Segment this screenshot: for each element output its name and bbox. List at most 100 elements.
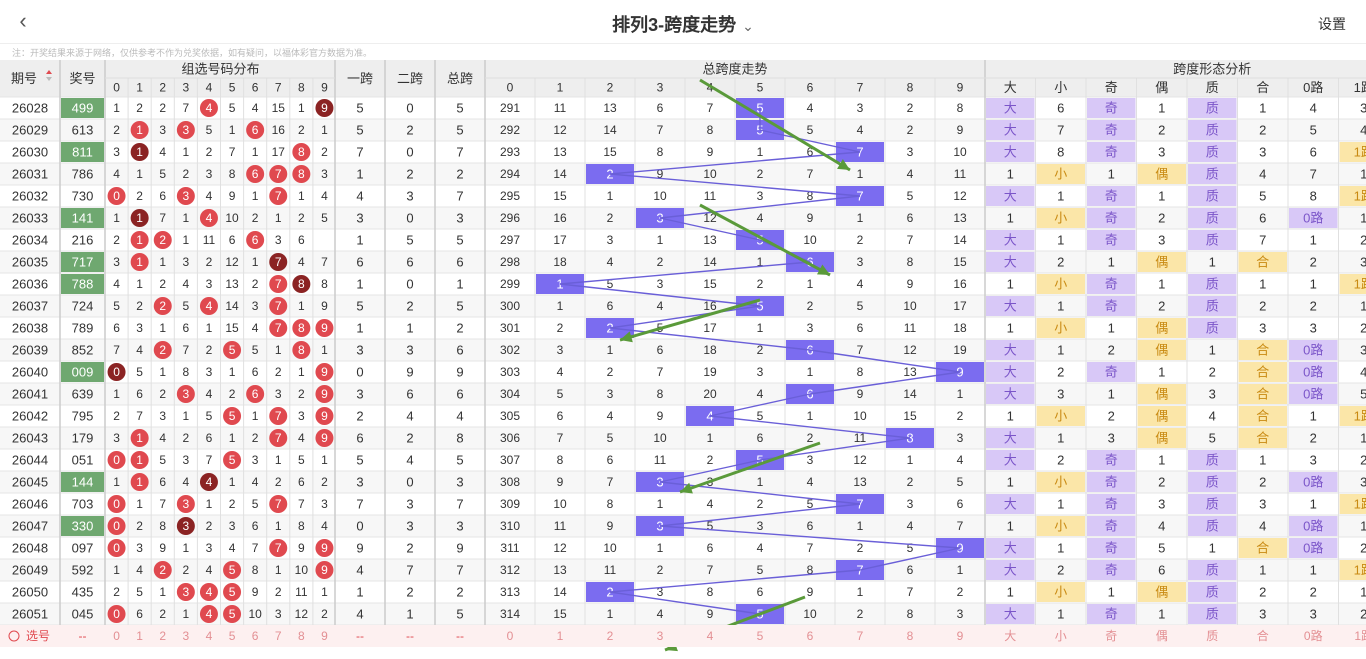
trend-miss-cell: 6 xyxy=(607,299,614,313)
ball-digit: 9 xyxy=(321,431,328,445)
ball-digit: 8 xyxy=(298,277,305,291)
dist-miss-cell: 2 xyxy=(229,497,236,511)
trend-digit-header: 3 xyxy=(657,81,664,95)
select-dist-cell[interactable]: 8 xyxy=(298,629,305,643)
trend-miss-cell: 15 xyxy=(603,145,617,159)
select-form-cell[interactable]: 大 xyxy=(1004,629,1016,643)
select-form-cell[interactable]: 小 xyxy=(1055,629,1067,643)
trend-miss-cell: 4 xyxy=(707,497,714,511)
select-trend-cell[interactable]: 9 xyxy=(957,629,964,643)
trend-miss-cell: 6 xyxy=(607,453,614,467)
trend-miss-cell: 13 xyxy=(603,101,617,115)
period-cell: 26030 xyxy=(12,145,48,160)
trend-miss-cell: 10 xyxy=(953,145,967,159)
select-form-cell[interactable]: 1路 xyxy=(1354,628,1366,643)
sort-arrow-down-icon[interactable] xyxy=(46,77,52,81)
select-trend-cell[interactable]: 3 xyxy=(657,629,664,643)
trend-miss-cell: 7 xyxy=(857,343,864,357)
select-trend-cell[interactable]: 0 xyxy=(507,629,514,643)
select-dist-cell[interactable]: 1 xyxy=(136,629,143,643)
form-cell: 奇 xyxy=(1105,519,1118,534)
dist-digit-header: 1 xyxy=(136,81,143,95)
span2-cell: 2 xyxy=(406,167,413,182)
select-form-cell[interactable]: 合 xyxy=(1257,628,1269,643)
trend-miss-cell: 11 xyxy=(704,189,717,203)
number-ball xyxy=(315,407,334,425)
trend-miss-cell: 12 xyxy=(703,211,717,225)
dist-miss-cell: 6 xyxy=(136,387,143,401)
form-cell: 7 xyxy=(1310,167,1317,182)
form-cell: 2 xyxy=(1360,541,1366,556)
dist-miss-cell: 2 xyxy=(275,585,282,599)
trend-miss-cell: 6 xyxy=(657,343,664,357)
dist-miss-cell: 4 xyxy=(183,277,190,291)
ball-digit: 0 xyxy=(113,189,120,203)
select-dist-cell[interactable]: 6 xyxy=(252,629,259,643)
sort-arrow-icon[interactable] xyxy=(46,70,52,74)
select-dist-cell[interactable]: 4 xyxy=(206,629,213,643)
form-hit-cell xyxy=(1087,230,1136,250)
trend-miss-cell: 10 xyxy=(553,497,567,511)
select-dist-cell[interactable]: 5 xyxy=(229,629,236,643)
form-cell: 0路 xyxy=(1303,519,1323,534)
total-cell: 5 xyxy=(456,123,463,138)
back-button[interactable]: ‹ xyxy=(10,8,36,34)
span1-cell: 1 xyxy=(356,585,363,600)
trend-miss-cell: 11 xyxy=(954,167,967,181)
ball-digit: 0 xyxy=(113,365,120,379)
select-dist-cell[interactable]: 9 xyxy=(321,629,328,643)
select-dist-cell[interactable]: 7 xyxy=(275,629,282,643)
select-trend-cell[interactable]: 2 xyxy=(607,629,614,643)
trend-miss-cell: 19 xyxy=(703,365,717,379)
trend-miss-cell: 8 xyxy=(707,123,714,137)
select-dist-cell[interactable]: 3 xyxy=(183,629,190,643)
page-title[interactable]: 排列3-跨度走势 ⌄ xyxy=(0,11,1366,37)
form-hit-cell xyxy=(1087,450,1136,470)
settings-button[interactable]: 设置 xyxy=(1318,16,1346,32)
ball-digit: 7 xyxy=(275,431,282,445)
form-hit-cell xyxy=(1188,494,1237,514)
period-cell: 26038 xyxy=(12,321,48,336)
period-cell: 26047 xyxy=(12,519,48,534)
trend-miss-cell: 307 xyxy=(500,453,520,467)
trend-miss-cell: 3 xyxy=(907,145,914,159)
select-row-label[interactable]: 选号 xyxy=(26,629,50,643)
trend-miss-cell: 11 xyxy=(654,453,667,467)
select-trend-cell[interactable]: 7 xyxy=(857,629,864,643)
select-dist-cell[interactable]: 0 xyxy=(113,629,120,643)
select-form-cell[interactable]: 0路 xyxy=(1304,628,1323,643)
trend-miss-cell: 9 xyxy=(907,277,914,291)
select-dist-cell[interactable]: 2 xyxy=(159,629,166,643)
trend-miss-cell: 3 xyxy=(657,585,664,599)
form-cell: 1 xyxy=(1057,299,1064,314)
select-trend-cell[interactable]: 8 xyxy=(907,629,914,643)
select-form-cell[interactable]: 质 xyxy=(1206,629,1218,643)
select-trend-cell[interactable]: 6 xyxy=(807,629,814,643)
form-cell: 2 xyxy=(1259,585,1266,600)
form-cell: 1 xyxy=(1360,585,1366,600)
ball-digit: 7 xyxy=(275,167,282,181)
form-hit-cell xyxy=(1087,208,1136,228)
column-period-header[interactable]: 期号 xyxy=(11,71,37,86)
select-form-cell[interactable]: 奇 xyxy=(1105,629,1117,643)
number-ball xyxy=(315,561,334,579)
form-cell: 4 xyxy=(1259,519,1266,534)
select-trend-cell[interactable]: 5 xyxy=(757,629,764,643)
trend-miss-cell: 2 xyxy=(757,343,764,357)
form-hit-cell xyxy=(1188,604,1237,624)
trend-miss-cell: 6 xyxy=(707,541,714,555)
form-cell: 1 xyxy=(1057,497,1064,512)
dist-miss-cell: 1 xyxy=(298,299,305,313)
trend-miss-cell: 10 xyxy=(703,167,717,181)
dist-miss-cell: 7 xyxy=(159,497,166,511)
trend-miss-cell: 309 xyxy=(500,497,520,511)
trend-miss-cell: 291 xyxy=(500,101,520,115)
trend-miss-cell: 7 xyxy=(707,563,714,577)
select-trend-cell[interactable]: 1 xyxy=(557,629,564,643)
select-form-cell[interactable]: 偶 xyxy=(1156,629,1168,643)
radio-icon[interactable] xyxy=(8,630,20,642)
form-cell: 奇 xyxy=(1105,563,1118,578)
form-cell: 2 xyxy=(1360,607,1366,622)
select-trend-cell[interactable]: 4 xyxy=(707,629,714,643)
dist-miss-cell: 8 xyxy=(159,519,166,533)
